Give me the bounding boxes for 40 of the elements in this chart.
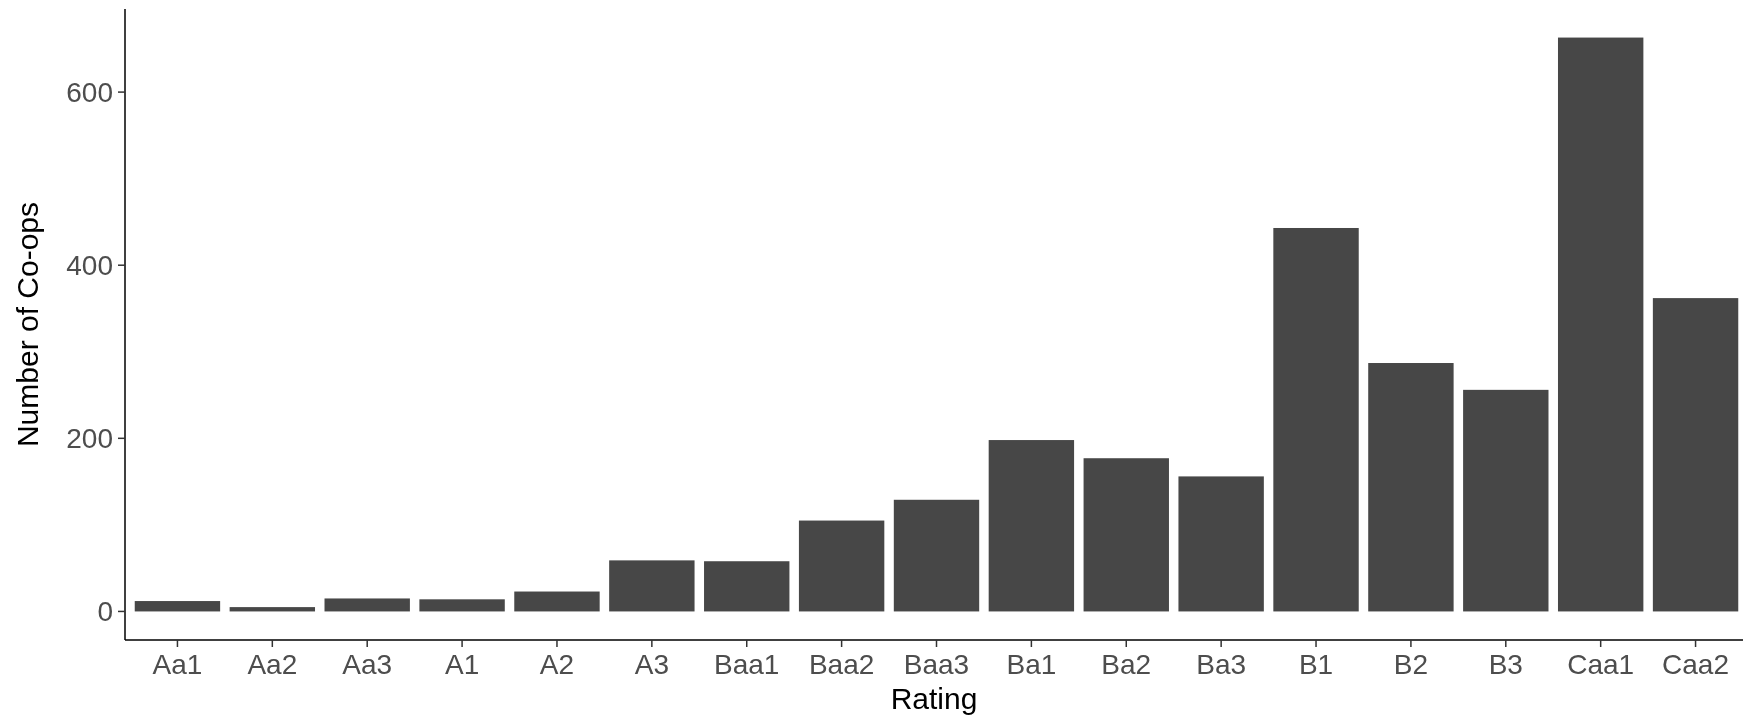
- y-tick-label: 600: [66, 76, 113, 108]
- bar: [988, 440, 1075, 612]
- bar: [324, 598, 410, 612]
- x-tick-label: Caa2: [1662, 649, 1730, 680]
- x-tick-label: B3: [1488, 649, 1523, 680]
- x-axis-title: Rating: [890, 682, 978, 715]
- bar: [609, 560, 695, 612]
- x-tick-label: B2: [1393, 649, 1429, 680]
- bar: [1368, 363, 1454, 612]
- bar: [1557, 37, 1644, 612]
- x-tick-label: Ba1: [1006, 649, 1057, 680]
- x-tick-label: A3: [634, 649, 669, 680]
- x-tick-label: Baa3: [903, 649, 970, 680]
- y-axis-title: Number of Co-ops: [11, 201, 44, 448]
- x-tick-label: A2: [539, 649, 575, 680]
- x-tick-label: Ba2: [1101, 649, 1152, 680]
- bar: [1178, 476, 1264, 612]
- x-tick-label: A1: [444, 649, 480, 680]
- bar: [419, 599, 505, 612]
- bar: [1463, 389, 1549, 612]
- x-tick-label: B1: [1298, 649, 1334, 680]
- bar: [134, 601, 221, 612]
- x-tick-label: Baa1: [714, 649, 780, 680]
- y-tick-label: 200: [66, 423, 113, 455]
- x-tick-label: Aa1: [152, 649, 203, 680]
- bar: [514, 591, 600, 612]
- bar: [1083, 458, 1169, 612]
- x-tick-label: Caa1: [1567, 649, 1635, 680]
- x-tick-label: Aa2: [247, 649, 298, 680]
- y-tick-label: 0: [97, 596, 113, 628]
- bar: [1652, 298, 1739, 612]
- x-tick-label: Aa3: [342, 649, 393, 680]
- bar: [893, 499, 980, 612]
- bar: [1273, 227, 1359, 612]
- x-tick-label: Baa2: [808, 649, 875, 680]
- bar: [229, 607, 316, 612]
- y-tick-label: 400: [66, 250, 113, 282]
- bar: [798, 520, 885, 612]
- bar: [704, 561, 790, 612]
- x-tick-label: Ba3: [1196, 649, 1247, 680]
